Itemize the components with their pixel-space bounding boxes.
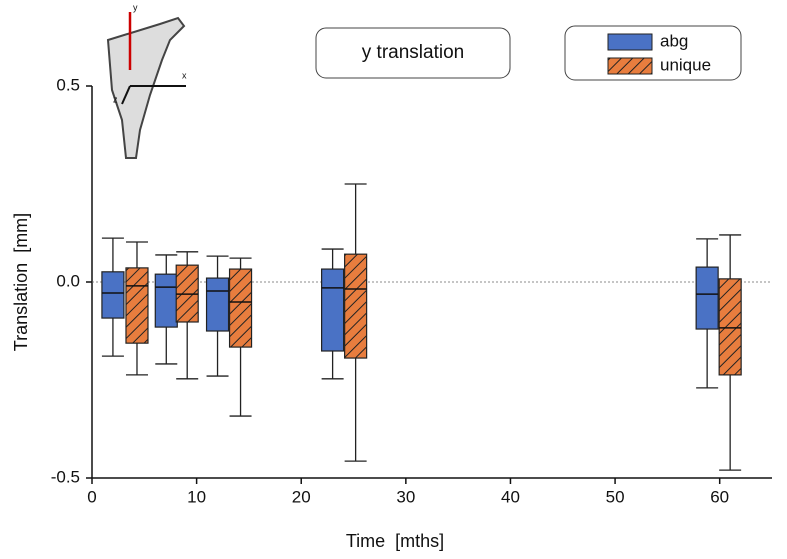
box [695, 266, 719, 330]
inset-label: x [182, 70, 187, 80]
x-tick-label: 20 [292, 487, 311, 506]
box [154, 273, 178, 328]
inset-label: z [113, 94, 118, 104]
x-tick-label: 0 [87, 487, 96, 506]
legend-label: abg [660, 31, 688, 50]
inset-illustration: y x z [106, 2, 187, 159]
inset-label: y [133, 2, 138, 12]
y-tick-label: 0.0 [56, 271, 80, 290]
x-tick-label: 50 [606, 487, 625, 506]
box [205, 277, 230, 332]
x-axis-title: Time [mths] [346, 531, 444, 551]
box [344, 253, 368, 359]
x-tick-label: 60 [710, 487, 729, 506]
y-axis-title: Translation [mm] [11, 213, 31, 351]
box [125, 267, 149, 344]
y-tick-label: 0.5 [56, 75, 80, 94]
x-tick-label: 10 [187, 487, 206, 506]
x-tick-label: 40 [501, 487, 520, 506]
legend-box [564, 25, 742, 81]
box [101, 271, 125, 319]
legend-label: unique [660, 55, 711, 74]
x-tick-label: 30 [396, 487, 415, 506]
annotation: y translation [362, 42, 464, 63]
annotation-box [315, 27, 511, 79]
legend-swatch [607, 33, 653, 51]
box [228, 268, 253, 348]
legend-swatch [607, 57, 653, 75]
y-tick-label: -0.5 [51, 467, 80, 486]
box [718, 278, 742, 376]
box [321, 268, 345, 352]
